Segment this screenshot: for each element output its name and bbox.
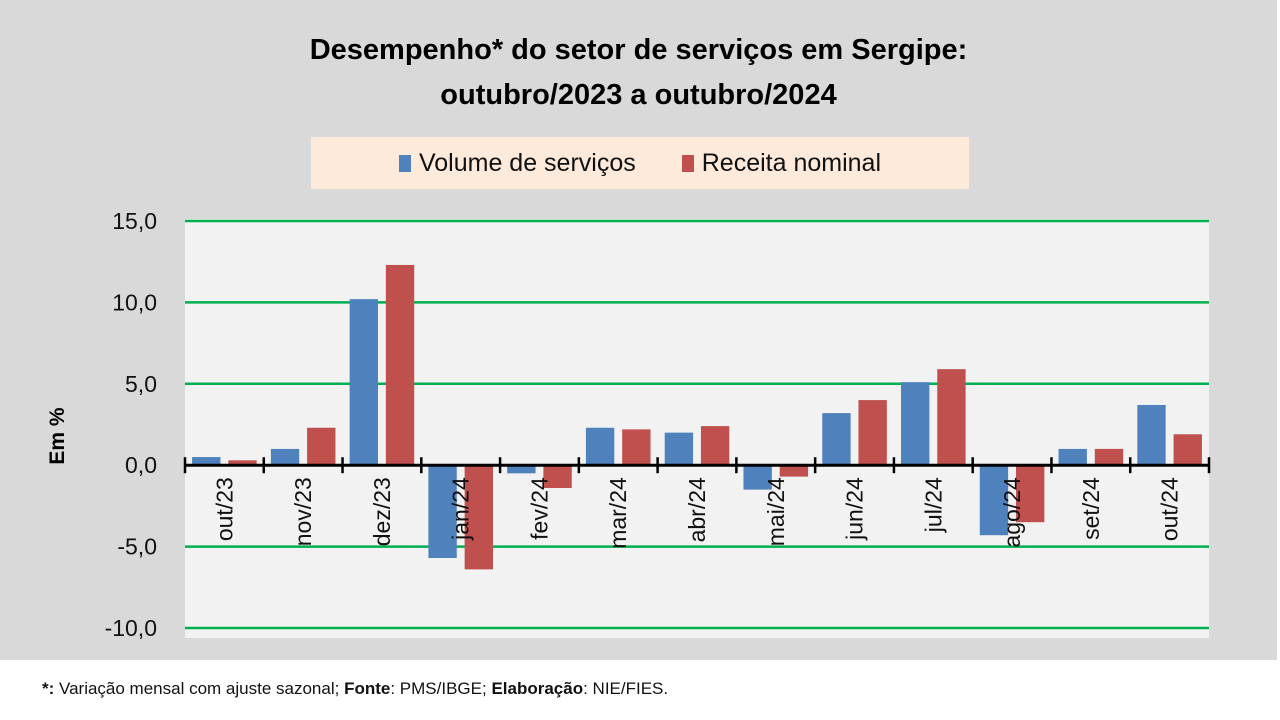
x-tick-label: jun/24	[842, 477, 868, 541]
plot-area: 15,0 10,0 5,0 0,0 -5,0 -10,0 out/23 nov/23 dez/2…	[105, 208, 1211, 641]
footer-fonte-label: Fonte	[344, 679, 391, 698]
bar-receita-9	[937, 369, 966, 466]
bar-volume-8	[822, 413, 851, 466]
chart-title-line1: Desempenho* do setor de serviços em Serg…	[309, 34, 968, 66]
bar-receita-2	[385, 264, 415, 466]
bar-volume-9	[901, 382, 930, 466]
x-tick-label: dez/23	[369, 477, 395, 546]
bar-volume-2	[349, 299, 378, 466]
y-tick-label: 10,0	[112, 289, 157, 315]
x-tick-label: mar/24	[605, 477, 631, 549]
chart-area: Desempenho* do setor de serviços em Serg…	[0, 0, 1277, 660]
legend-item-receita: Receita nominal	[681, 148, 882, 178]
chart-title-line2: outubro/2023 a outubro/2024	[440, 79, 837, 111]
x-tick-label: abr/24	[684, 477, 710, 542]
x-tick-label: out/23	[211, 477, 237, 541]
bar-volume-1	[270, 448, 300, 466]
bar-receita-7	[779, 465, 809, 477]
bar-receita-4	[543, 465, 572, 488]
bar-volume-6	[664, 432, 694, 466]
x-tick-label: mai/24	[763, 477, 789, 546]
bar-volume-4	[507, 465, 536, 474]
bar-volume-11	[1058, 448, 1087, 466]
legend-label-receita: Receita nominal	[701, 148, 882, 177]
legend-item-volume: Volume de serviços	[398, 148, 636, 178]
legend-swatch-volume	[398, 154, 411, 172]
footer-note: *: Variação mensal com ajuste sazonal; F…	[42, 679, 668, 699]
bar-receita-8	[858, 400, 887, 466]
legend-swatch-receita	[681, 154, 694, 172]
footer-text3: : NIE/FIES.	[583, 679, 669, 698]
bar-receita-1	[307, 427, 336, 466]
y-tick-label: -10,0	[105, 615, 157, 641]
bar-receita-6	[700, 426, 730, 466]
y-tick-label: -5,0	[117, 534, 157, 560]
x-tick-label: set/24	[1078, 477, 1104, 540]
plot-background	[185, 219, 1209, 638]
bar-receita-0	[228, 460, 257, 466]
bar-volume-3	[428, 465, 457, 558]
legend-label-volume: Volume de serviços	[418, 148, 636, 177]
footer-elab-label: Elaboração	[491, 679, 584, 698]
chart-title: Desempenho* do setor de serviços em Serg…	[0, 28, 1277, 118]
bar-receita-5	[622, 429, 651, 466]
x-tick-label: jan/24	[448, 477, 474, 541]
bar-receita-12	[1173, 434, 1202, 466]
bar-volume-7	[743, 465, 772, 490]
bar-volume-10	[979, 465, 1009, 536]
y-tick-label: 15,0	[112, 208, 157, 234]
x-tick-label: nov/23	[290, 477, 316, 546]
y-tick-label: 0,0	[125, 452, 157, 478]
bar-volume-0	[192, 457, 221, 466]
bar-receita-10	[1016, 465, 1045, 523]
y-tick-label: 5,0	[125, 371, 157, 397]
bar-volume-5	[585, 427, 615, 466]
bar-receita-3	[464, 465, 493, 570]
footer	[0, 660, 1280, 720]
legend: Volume de serviços Receita nominal	[311, 137, 969, 189]
bar-volume-12	[1137, 404, 1166, 466]
footer-text2: : PMS/IBGE;	[390, 679, 492, 698]
x-tick-label: ago/24	[999, 477, 1025, 548]
bar-receita-11	[1094, 448, 1124, 466]
x-tick-label: jul/24	[920, 477, 946, 533]
x-tick-label: fev/24	[526, 477, 552, 540]
footer-text1: Variação mensal com ajuste sazonal;	[54, 679, 345, 698]
footer-asterisk: *:	[42, 679, 55, 698]
x-tick-label: out/24	[1157, 477, 1183, 541]
